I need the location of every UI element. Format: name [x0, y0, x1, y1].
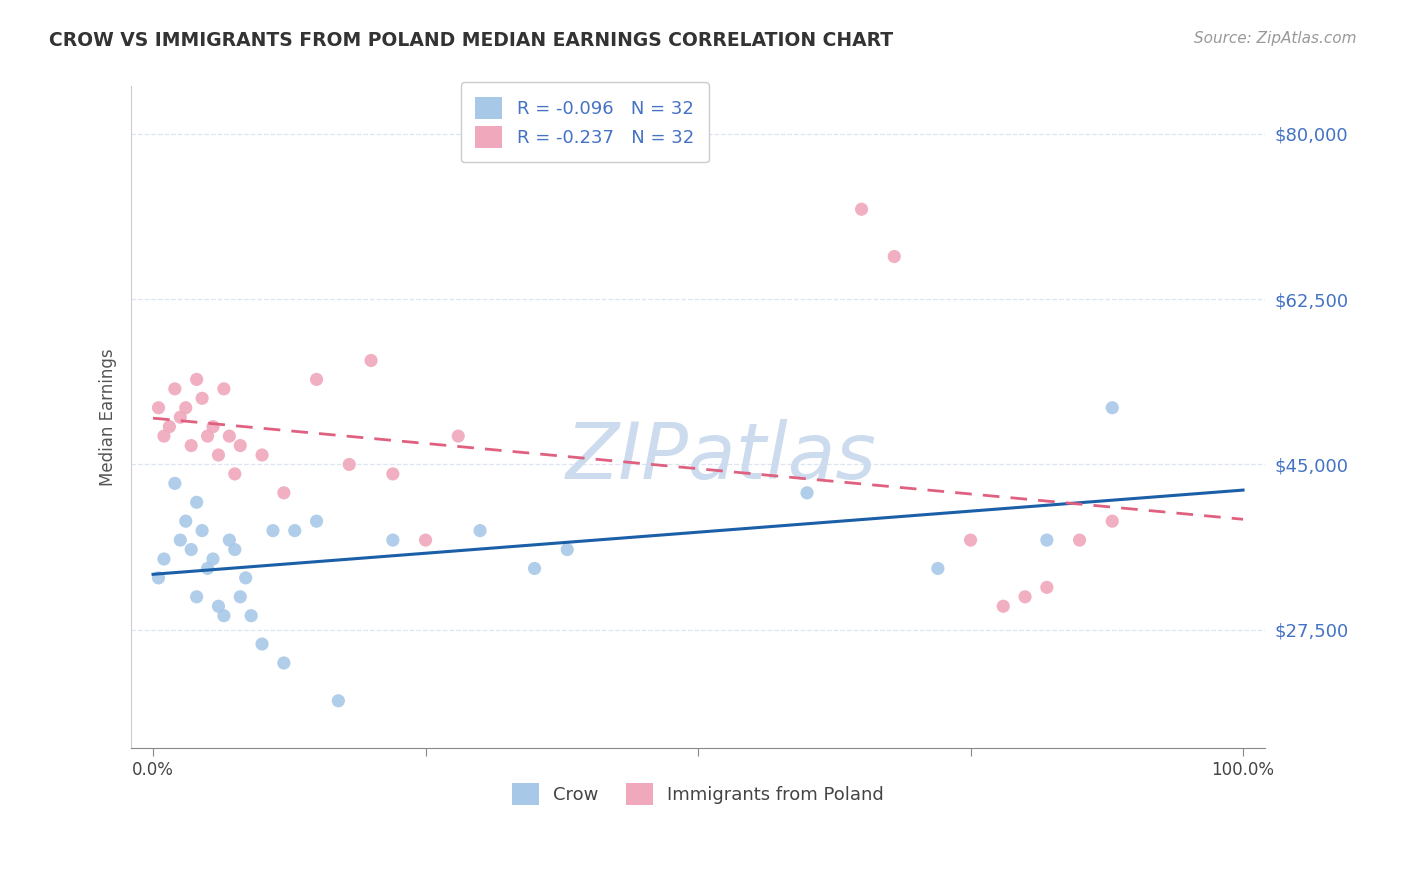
Point	[201, 419, 224, 434]
Point	[153, 552, 176, 566]
Point	[381, 467, 404, 481]
Point	[927, 561, 949, 575]
Point	[180, 542, 202, 557]
Point	[250, 448, 273, 462]
Point	[1101, 401, 1123, 415]
Point	[212, 382, 235, 396]
Point	[201, 552, 224, 566]
Point	[360, 353, 382, 368]
Point	[197, 561, 219, 575]
Point	[229, 439, 252, 453]
Point	[796, 485, 818, 500]
Point	[468, 524, 491, 538]
Point	[229, 590, 252, 604]
Point	[197, 429, 219, 443]
Point	[851, 202, 873, 217]
Point	[163, 476, 186, 491]
Point	[1069, 533, 1091, 547]
Point	[305, 514, 328, 528]
Point	[186, 590, 208, 604]
Point	[224, 542, 246, 557]
Point	[523, 561, 546, 575]
Point	[218, 429, 240, 443]
Point	[235, 571, 257, 585]
Point	[240, 608, 263, 623]
Point	[328, 694, 350, 708]
Point	[1036, 533, 1059, 547]
Point	[273, 485, 295, 500]
Point	[415, 533, 437, 547]
Point	[447, 429, 470, 443]
Point	[1014, 590, 1036, 604]
Point	[993, 599, 1015, 614]
Point	[218, 533, 240, 547]
Point	[163, 382, 186, 396]
Point	[207, 448, 229, 462]
Point	[180, 439, 202, 453]
Point	[191, 524, 214, 538]
Point	[284, 524, 307, 538]
Point	[262, 524, 284, 538]
Point	[157, 419, 180, 434]
Point	[207, 599, 229, 614]
Text: Source: ZipAtlas.com: Source: ZipAtlas.com	[1194, 31, 1357, 46]
Point	[174, 514, 197, 528]
Point	[148, 401, 170, 415]
Point	[959, 533, 981, 547]
Point	[169, 533, 191, 547]
Point	[174, 401, 197, 415]
Legend: Crow, Immigrants from Poland: Crow, Immigrants from Poland	[505, 775, 891, 812]
Point	[273, 656, 295, 670]
Text: ZIPatlas: ZIPatlas	[565, 419, 876, 495]
Point	[1036, 580, 1059, 594]
Point	[883, 250, 905, 264]
Point	[169, 410, 191, 425]
Point	[337, 458, 360, 472]
Point	[186, 372, 208, 386]
Point	[224, 467, 246, 481]
Point	[191, 392, 214, 406]
Point	[555, 542, 578, 557]
Point	[153, 429, 176, 443]
Point	[1101, 514, 1123, 528]
Point	[186, 495, 208, 509]
Point	[381, 533, 404, 547]
Y-axis label: Median Earnings: Median Earnings	[100, 349, 117, 486]
Point	[148, 571, 170, 585]
Point	[212, 608, 235, 623]
Point	[250, 637, 273, 651]
Point	[305, 372, 328, 386]
Text: CROW VS IMMIGRANTS FROM POLAND MEDIAN EARNINGS CORRELATION CHART: CROW VS IMMIGRANTS FROM POLAND MEDIAN EA…	[49, 31, 893, 50]
